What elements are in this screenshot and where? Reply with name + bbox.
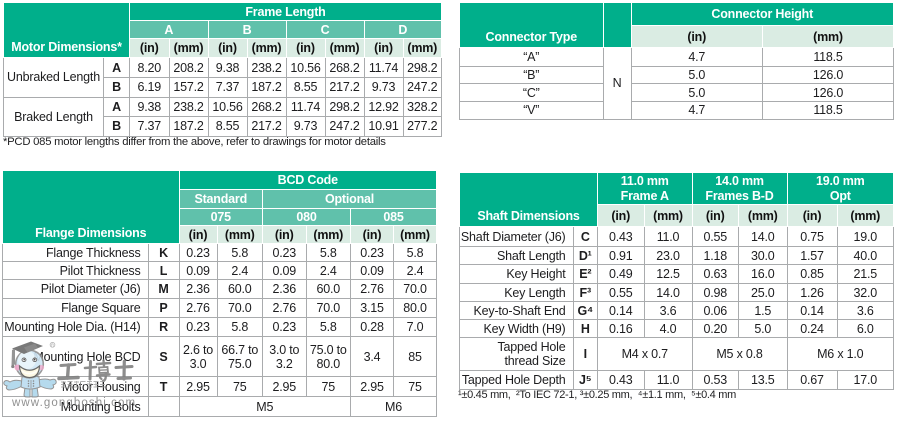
svg-text:R: R — [51, 343, 54, 348]
